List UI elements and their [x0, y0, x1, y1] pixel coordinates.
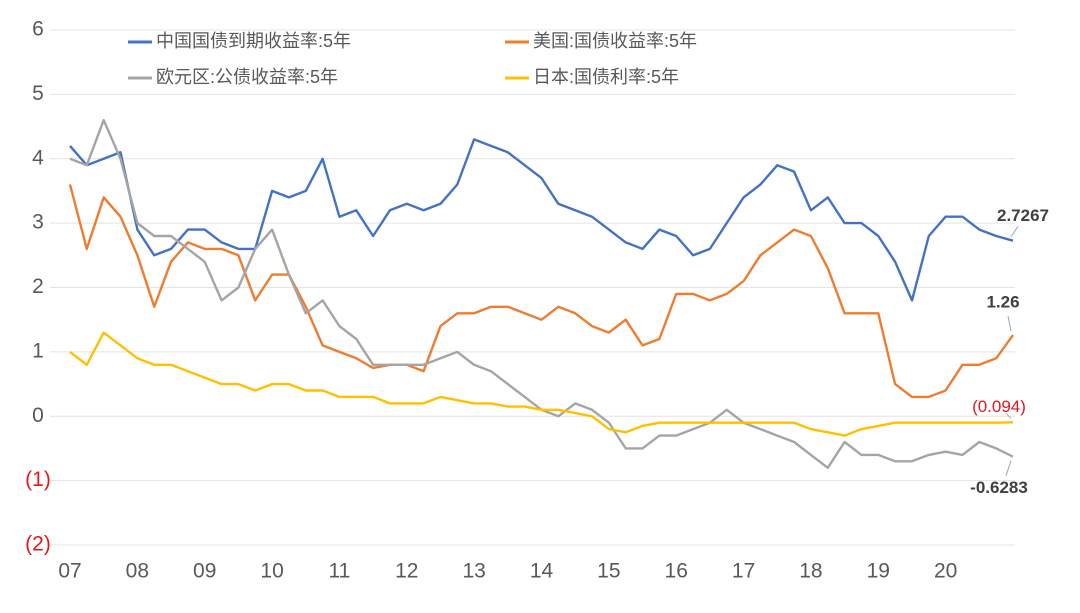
y-tick-label: 1 — [32, 339, 44, 362]
y-tick-label: 5 — [32, 82, 44, 105]
x-tick-label: 10 — [260, 560, 283, 583]
y-tick-label: 6 — [32, 18, 44, 41]
end-label: 1.26 — [986, 293, 1019, 312]
end-label: -0.6283 — [970, 478, 1028, 497]
y-tick-label: 0 — [32, 404, 44, 427]
x-tick-label: 13 — [462, 560, 485, 583]
x-tick-label: 12 — [395, 560, 418, 583]
label-leader — [1007, 315, 1012, 332]
label-leader — [1005, 460, 1012, 477]
legend-label: 日本:国债利率:5年 — [533, 67, 679, 87]
series-line — [69, 118, 1014, 469]
x-tick-label: 18 — [799, 560, 822, 583]
x-tick-label: 11 — [329, 560, 351, 583]
y-tick-label: 3 — [32, 211, 44, 234]
label-leader — [1010, 226, 1019, 237]
x-tick-label: 08 — [126, 560, 149, 583]
x-tick-label: 19 — [867, 560, 890, 583]
legend-label: 美国:国债收益率:5年 — [533, 31, 697, 51]
legend-label: 欧元区:公债收益率:5年 — [156, 67, 338, 87]
x-tick-label: 17 — [732, 560, 755, 583]
y-tick-label: 4 — [32, 146, 44, 169]
x-tick-label: 14 — [530, 560, 554, 583]
x-tick-label: 20 — [934, 560, 957, 583]
x-tick-label: 15 — [597, 560, 620, 583]
end-label: 2.7267 — [997, 206, 1049, 225]
label-leader — [1005, 412, 1012, 419]
y-tick-label: (1) — [25, 468, 51, 491]
series-line — [68, 184, 1014, 399]
x-tick-label: 07 — [58, 560, 81, 583]
x-tick-label: 16 — [665, 560, 688, 583]
series-line — [69, 331, 1014, 437]
legend-label: 中国国债到期收益率:5年 — [156, 31, 351, 51]
y-tick-label: 2 — [32, 275, 44, 298]
end-label: (0.094) — [972, 397, 1026, 416]
y-tick-label: (2) — [25, 533, 51, 556]
x-tick-label: 09 — [193, 560, 216, 583]
series-line — [69, 138, 1014, 302]
